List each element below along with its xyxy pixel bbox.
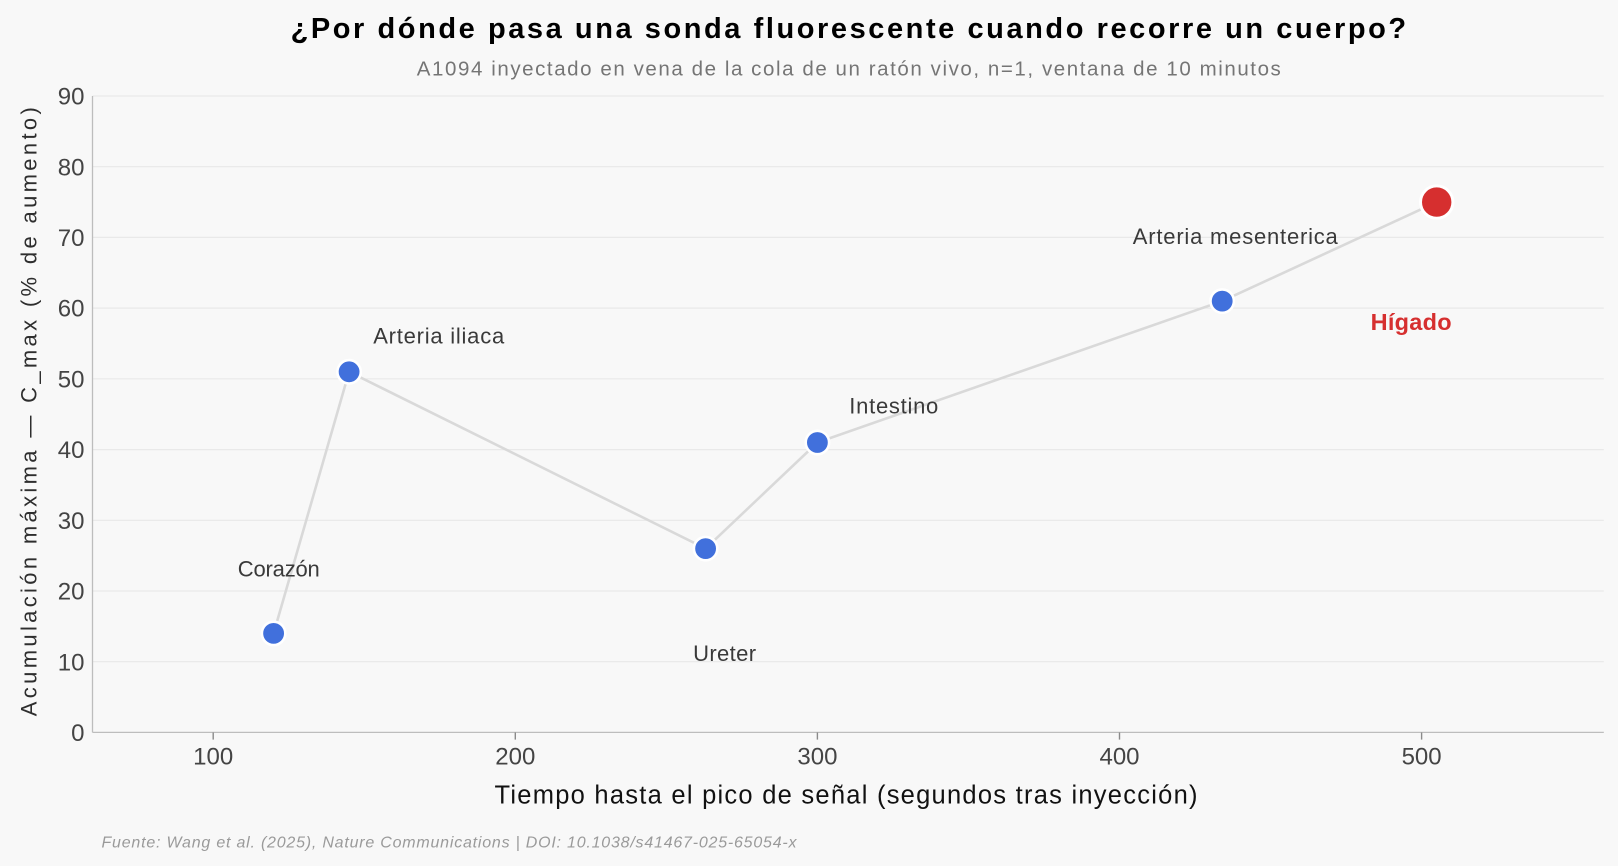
svg-text:Hígado: Hígado (1371, 309, 1452, 335)
svg-text:Arteria iliaca: Arteria iliaca (373, 324, 505, 349)
svg-text:10: 10 (58, 649, 85, 676)
svg-text:Corazón: Corazón (238, 557, 320, 582)
svg-text:200: 200 (495, 744, 535, 771)
svg-text:40: 40 (58, 437, 85, 464)
svg-text:100: 100 (193, 744, 233, 771)
svg-text:20: 20 (58, 579, 85, 606)
svg-text:80: 80 (58, 154, 85, 181)
svg-text:Arteria mesenterica: Arteria mesenterica (1133, 224, 1339, 249)
svg-text:Fuente: Wang et al. (2025), Na: Fuente: Wang et al. (2025), Nature Commu… (102, 835, 798, 852)
svg-text:300: 300 (797, 744, 837, 771)
svg-text:A1094 inyectado en vena de la: A1094 inyectado en vena de la cola de un… (417, 58, 1281, 81)
svg-text:Intestino: Intestino (849, 394, 938, 419)
svg-text:50: 50 (58, 366, 85, 393)
svg-text:30: 30 (58, 508, 85, 535)
svg-text:60: 60 (58, 296, 85, 323)
svg-text:500: 500 (1402, 744, 1442, 771)
svg-text:Ureter: Ureter (693, 641, 756, 666)
svg-text:90: 90 (58, 84, 85, 111)
svg-text:70: 70 (58, 225, 85, 252)
svg-text:Acumulación máxima — C_max (%: Acumulación máxima — C_max (% de aumento… (16, 107, 41, 716)
svg-text:400: 400 (1099, 744, 1139, 771)
svg-text:Tiempo hasta el pico de señal: Tiempo hasta el pico de señal (segundos … (495, 782, 1198, 810)
svg-text:0: 0 (71, 720, 84, 747)
